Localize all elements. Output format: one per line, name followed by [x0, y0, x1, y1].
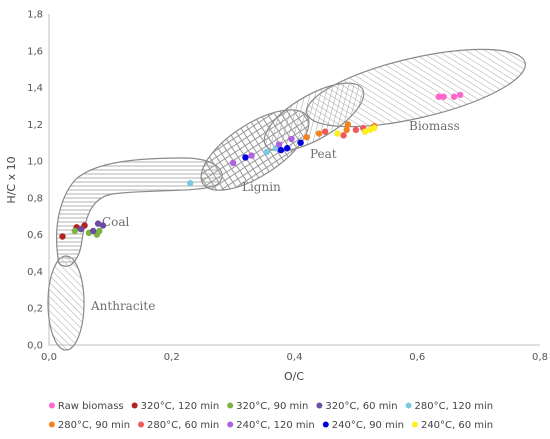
legend-label: Raw biomass — [58, 401, 124, 412]
region-label-anthracite: Anthracite — [90, 299, 155, 313]
data-point-series-9 — [371, 124, 378, 132]
x-tick-label: 0,0 — [41, 352, 57, 363]
data-point-series-8 — [242, 154, 249, 161]
data-point-series-6 — [321, 128, 329, 135]
x-tick-label: 0,2 — [164, 352, 180, 363]
x-tick-label: 0,4 — [287, 352, 303, 363]
data-point-series-7 — [248, 152, 255, 159]
legend-label: 240°C, 90 min — [332, 420, 404, 431]
y-tick-label: 0,8 — [27, 193, 43, 204]
legend-marker — [48, 421, 55, 428]
legend-marker — [227, 421, 234, 428]
data-point-series-7 — [275, 141, 283, 148]
legend-marker — [131, 402, 138, 409]
x-tick-label: 0,6 — [409, 352, 425, 363]
data-point-series-6 — [352, 126, 360, 134]
data-point-series-7 — [288, 135, 295, 143]
y-tick-label: 0,2 — [27, 304, 43, 315]
legend-marker — [138, 421, 145, 428]
y-tick-labels: 0,0 0,2 0,4 0,6 0,8 1,0 1,2 1,4 1,6 1,8 — [27, 10, 43, 352]
data-point-series-9 — [334, 130, 341, 137]
legend-marker — [322, 421, 329, 428]
region-anthracite — [47, 255, 85, 351]
legend-label: 280°C, 90 min — [58, 420, 130, 431]
data-point-series-3 — [77, 225, 85, 233]
y-tick-label: 1,0 — [27, 157, 43, 168]
data-point-series-0 — [440, 93, 447, 100]
y-axis-title: H/C x 10 — [5, 156, 18, 203]
data-point-series-5 — [344, 121, 352, 128]
y-tick-label: 0,4 — [27, 267, 43, 278]
legend-marker — [48, 402, 55, 409]
x-axis-title: O/C — [284, 370, 304, 383]
y-tick-label: 0,0 — [27, 341, 43, 352]
legend-marker — [405, 402, 412, 409]
data-point-series-0 — [457, 91, 464, 99]
region-label-lignin: Lignin — [242, 180, 281, 194]
y-tick-label: 1,6 — [27, 46, 43, 57]
y-tick-label: 0,6 — [27, 230, 43, 241]
legend-marker — [316, 402, 323, 409]
region-coal — [56, 157, 223, 267]
data-point-series-0 — [450, 93, 458, 100]
legend-label: 320°C, 90 min — [236, 401, 308, 412]
data-point-series-6 — [340, 132, 347, 139]
x-tick-label: 0,8 — [532, 352, 548, 363]
data-point-series-7 — [229, 159, 237, 167]
legend-label: 320°C, 60 min — [325, 401, 397, 412]
legend-label: 280°C, 120 min — [415, 401, 494, 412]
region-label-coal: Coal — [102, 215, 130, 229]
data-point-series-8 — [297, 139, 304, 146]
data-point-series-3 — [94, 220, 102, 227]
x-tick-labels: 0,0 0,2 0,4 0,6 0,8 — [41, 352, 548, 363]
data-point-series-3 — [89, 227, 97, 235]
data-point-series-4 — [186, 179, 194, 187]
legend-marker — [411, 421, 418, 428]
legend-label: 240°C, 60 min — [421, 420, 493, 431]
legend-marker — [227, 402, 234, 409]
region-label-peat: Peat — [310, 147, 337, 161]
data-point-series-8 — [283, 145, 291, 152]
region-label-biomass: Biomass — [409, 119, 460, 133]
data-point-series-8 — [277, 146, 285, 154]
data-point-series-2 — [96, 227, 103, 235]
region-biomass — [306, 48, 526, 128]
data-point-series-5 — [303, 134, 310, 141]
data-point-series-5 — [343, 126, 350, 134]
data-point-series-0 — [435, 93, 442, 100]
regions-layer — [47, 48, 526, 351]
y-tick-label: 1,4 — [27, 83, 43, 94]
legend: Raw biomass 320°C, 120 min 320°C, 90 min 32… — [48, 401, 494, 431]
data-point-series-9 — [361, 128, 369, 135]
data-point-series-5 — [315, 130, 323, 137]
data-point-series-4 — [263, 148, 271, 156]
data-point-series-3 — [99, 222, 107, 229]
legend-label: 240°C, 120 min — [236, 420, 315, 431]
legend-label: 320°C, 120 min — [141, 401, 220, 412]
data-point-series-1 — [59, 233, 66, 240]
data-points — [59, 91, 464, 240]
y-tick-label: 1,8 — [27, 10, 43, 21]
legend-label: 280°C, 60 min — [147, 420, 219, 431]
data-point-series-2 — [71, 227, 78, 235]
y-tick-label: 1,2 — [27, 120, 43, 131]
